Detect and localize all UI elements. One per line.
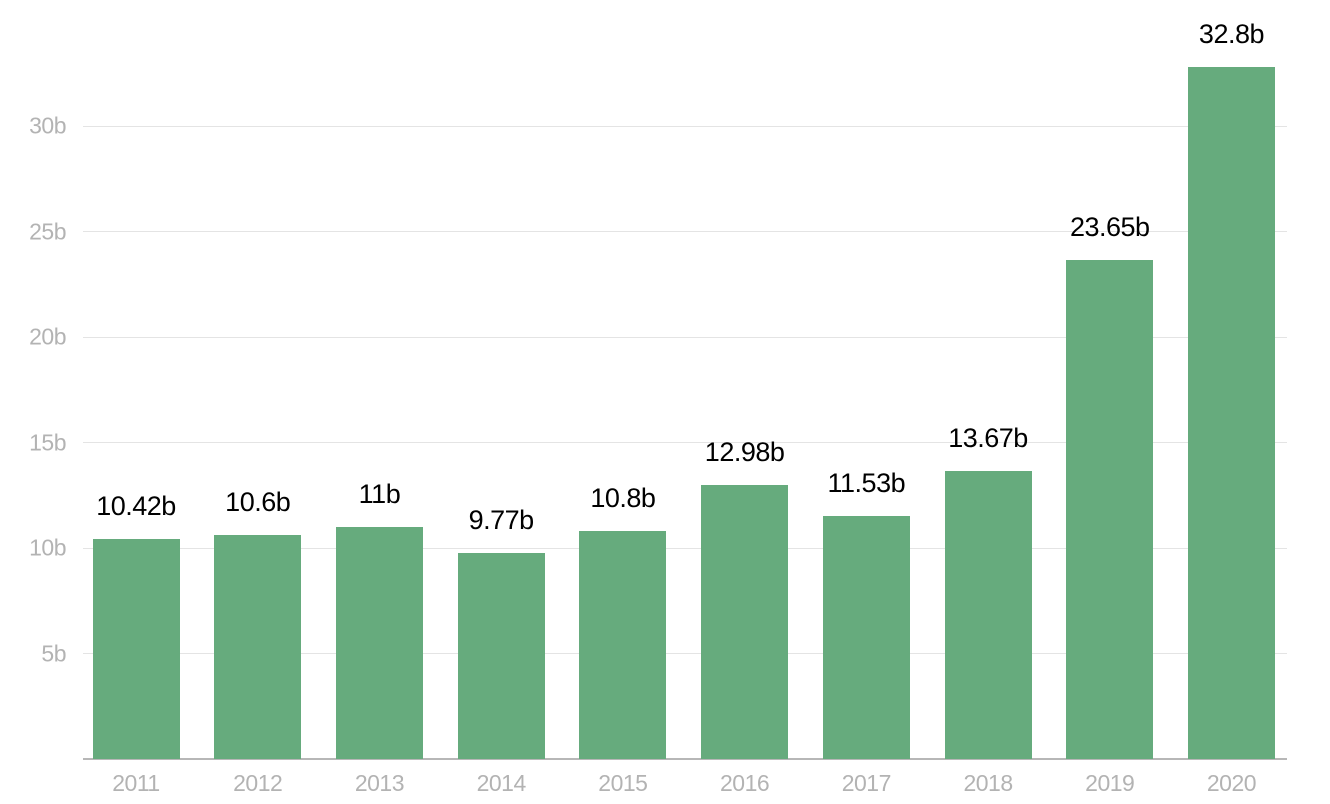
bar-value-label: 32.8b <box>1198 18 1265 49</box>
gridline <box>83 231 1287 232</box>
y-axis-tick-label: 5b <box>41 640 66 666</box>
x-axis-tick-label: 2013 <box>354 770 405 796</box>
bar-2019 <box>1066 259 1154 759</box>
x-axis-tick-label: 2020 <box>1206 770 1257 796</box>
x-axis-tick-label: 2012 <box>233 770 283 796</box>
bar-value-label: 13.67b <box>948 422 1028 453</box>
x-axis-tick-label: 2017 <box>841 770 892 796</box>
y-axis-tick-label: 10b <box>29 534 66 561</box>
bar-2014 <box>457 552 545 759</box>
gridline <box>83 125 1287 127</box>
x-axis-tick-label: 2014 <box>476 770 527 796</box>
y-axis-tick-label: 30b <box>29 112 66 139</box>
x-axis-tick-label: 2011 <box>112 770 160 796</box>
gridline <box>83 653 1287 654</box>
bar-value-label: 10.6b <box>225 487 291 518</box>
bar-2017 <box>822 515 910 759</box>
bar-value-label: 12.98b <box>704 437 785 468</box>
gridline <box>83 547 1287 549</box>
bar-2013 <box>335 526 423 759</box>
bar-value-label: 10.42b <box>96 491 176 522</box>
bar-value-label: 23.65b <box>1069 212 1150 242</box>
gridline <box>83 442 1287 443</box>
x-axis-tick-label: 2019 <box>1085 770 1135 796</box>
bar-2020 <box>1187 66 1275 759</box>
bar-value-label: 9.77b <box>468 504 535 535</box>
x-axis-tick-label: 2018 <box>963 770 1013 796</box>
gridline <box>83 336 1287 338</box>
bar-value-label: 10.8b <box>590 483 656 514</box>
x-axis-tick-label: 2015 <box>598 770 648 796</box>
bar-2016 <box>701 485 789 759</box>
bar-2011 <box>92 539 180 759</box>
y-axis-tick-label: 25b <box>29 218 66 244</box>
y-axis-tick-label: 15b <box>29 429 66 455</box>
bar-2012 <box>214 535 302 759</box>
bar-value-label: 11b <box>358 478 401 509</box>
bar-value-label: 11.53b <box>827 467 906 498</box>
x-axis-tick-label: 2016 <box>720 770 770 796</box>
y-axis-tick-label: 20b <box>29 323 66 350</box>
bar-2018 <box>944 470 1032 759</box>
x-axis-baseline <box>83 758 1287 760</box>
bar-2015 <box>579 531 667 759</box>
